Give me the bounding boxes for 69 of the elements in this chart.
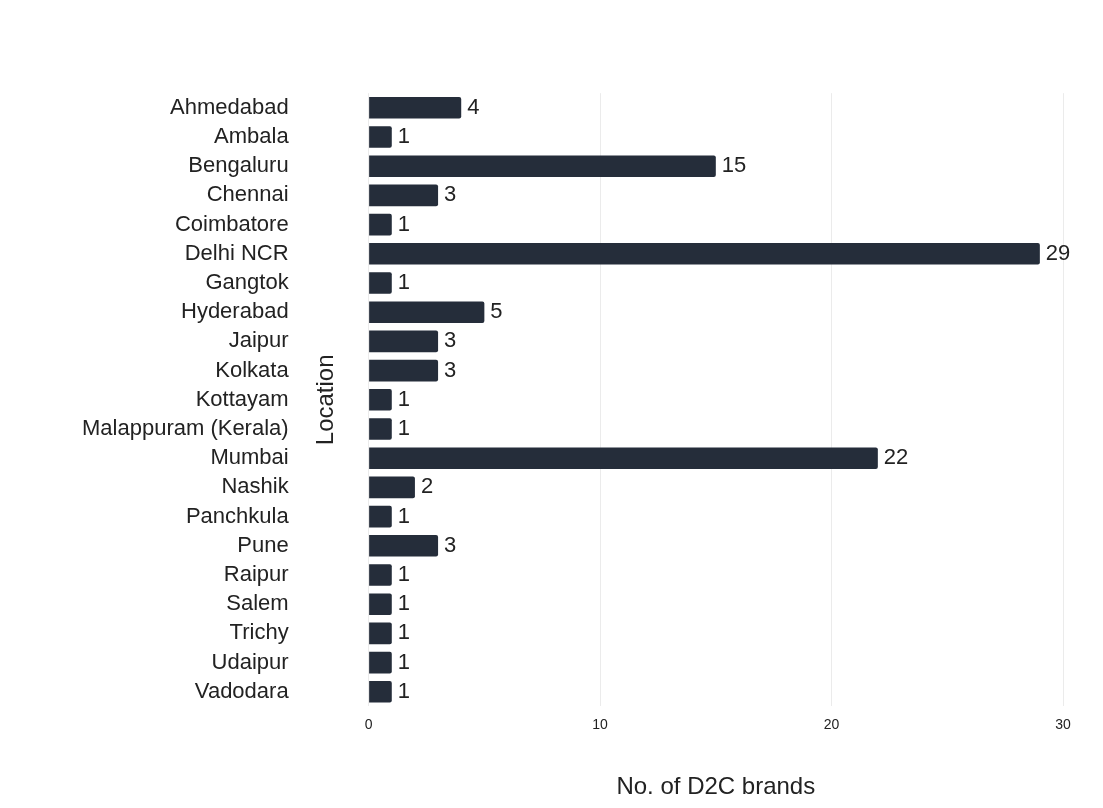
data-label: 1 xyxy=(397,677,411,703)
data-label: 1 xyxy=(397,502,411,528)
bar xyxy=(369,301,485,323)
data-label: 1 xyxy=(397,561,411,587)
data-label: 5 xyxy=(490,298,503,324)
y-tick-label: Malappuram (Kerala) xyxy=(82,415,289,441)
bar xyxy=(369,213,392,236)
data-label: 1 xyxy=(397,415,411,441)
y-tick-label: Coimbatore xyxy=(174,210,289,236)
data-label: 22 xyxy=(883,444,909,470)
data-label: 2 xyxy=(420,473,434,499)
bar xyxy=(369,97,462,119)
y-tick-label: Gangtok xyxy=(205,269,290,295)
y-tick-label: Hyderabad xyxy=(181,298,289,324)
bar xyxy=(369,243,1040,265)
bar xyxy=(369,184,439,207)
x-tick-label: 20 xyxy=(823,715,840,732)
y-tick-label: Delhi NCR xyxy=(184,239,289,265)
bar xyxy=(369,330,439,353)
data-label: 1 xyxy=(397,210,411,236)
y-tick-label: Raipur xyxy=(223,561,289,587)
data-label: 1 xyxy=(397,385,411,411)
bar xyxy=(369,505,392,528)
bar xyxy=(369,126,392,148)
y-tick-label: Ahmedabad xyxy=(169,93,289,119)
bar xyxy=(369,418,392,440)
bar xyxy=(369,155,716,177)
y-tick-label: Chennai xyxy=(206,181,289,207)
y-tick-label: Vadodara xyxy=(194,677,290,703)
y-tick-label: Ambala xyxy=(214,123,290,149)
bar xyxy=(369,359,439,382)
bar xyxy=(369,272,392,294)
data-label: 1 xyxy=(397,123,411,149)
data-label: 3 xyxy=(444,181,457,207)
y-tick-label: Salem xyxy=(226,590,289,616)
y-tick-label: Pune xyxy=(237,531,289,557)
bar xyxy=(369,535,439,557)
bar xyxy=(369,622,392,645)
data-label: 3 xyxy=(444,531,457,557)
data-label: 15 xyxy=(721,152,747,178)
bar xyxy=(369,389,392,411)
x-tick-label: 30 xyxy=(1055,715,1071,732)
bar xyxy=(369,651,392,674)
data-label: 3 xyxy=(444,356,457,382)
y-tick-label: Udaipur xyxy=(211,648,289,674)
data-label: 29 xyxy=(1045,239,1071,265)
y-tick-label: Jaipur xyxy=(228,327,289,353)
x-tick-label: 0 xyxy=(364,715,373,732)
bar xyxy=(369,564,392,586)
bar xyxy=(369,447,878,469)
bar xyxy=(369,593,392,615)
y-tick-label: Mumbai xyxy=(210,444,289,470)
y-tick-label: Nashik xyxy=(221,473,290,499)
y-axis-title: Location xyxy=(311,354,339,446)
y-tick-label: Panchkula xyxy=(185,502,290,528)
data-label: 1 xyxy=(397,648,411,674)
data-label: 1 xyxy=(397,619,411,645)
data-label: 3 xyxy=(444,327,457,353)
data-label: 4 xyxy=(467,93,480,119)
data-label: 1 xyxy=(397,590,411,616)
x-tick-label: 10 xyxy=(592,715,609,732)
y-tick-label: Kolkata xyxy=(215,356,290,382)
bar xyxy=(369,681,392,703)
bar xyxy=(369,476,415,499)
x-axis-title: No. of D2C brands xyxy=(616,772,816,800)
data-label: 1 xyxy=(397,269,411,295)
y-tick-label: Trichy xyxy=(229,619,289,645)
y-tick-label: Kottayam xyxy=(195,385,289,411)
y-tick-label: Bengaluru xyxy=(188,152,289,178)
